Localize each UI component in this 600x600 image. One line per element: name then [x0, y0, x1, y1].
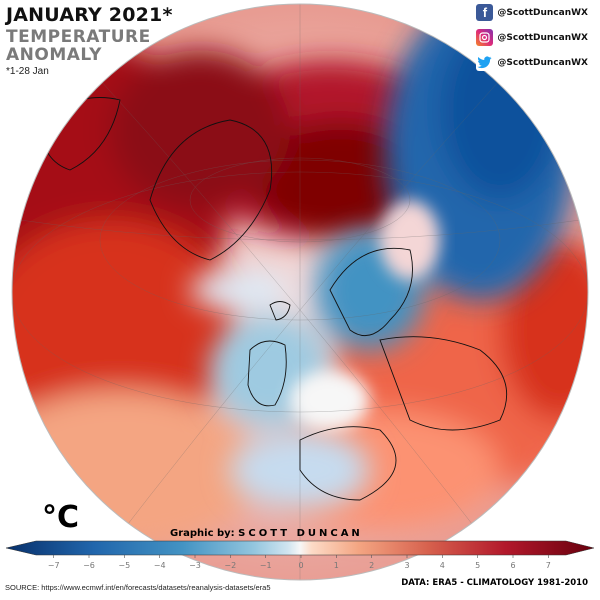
colorbar-tick-label: −4	[154, 561, 166, 570]
colorbar-tick-label: −2	[224, 561, 236, 570]
colorbar-tick-label: 3	[404, 561, 409, 570]
source-text: SOURCE: https://www.ecmwf.int/en/forecas…	[5, 583, 271, 592]
colorbar-tick-label: 4	[440, 561, 445, 570]
twitter-icon	[476, 54, 494, 71]
facebook-icon: f	[476, 4, 494, 21]
date-range-note: *1-28 Jan	[6, 66, 49, 77]
instagram-link[interactable]: @ScottDuncanWX	[476, 29, 588, 46]
credit-prefix: Graphic by:	[170, 528, 235, 539]
facebook-link[interactable]: f @ScottDuncanWX	[476, 4, 588, 21]
colorbar-tick-label: −1	[260, 561, 272, 570]
colorbar-tick-label: −6	[83, 561, 95, 570]
subtitle-line-1: TEMPERATURE	[6, 27, 151, 47]
instagram-handle: @ScottDuncanWX	[497, 32, 588, 43]
colorbar-tick-label: −3	[189, 561, 201, 570]
unit-label: °C	[42, 500, 80, 535]
colorbar-tick-label: 2	[369, 561, 374, 570]
map-subtitle: TEMPERATURE ANOMALY	[6, 28, 151, 64]
facebook-handle: @ScottDuncanWX	[497, 7, 588, 18]
map-title: JANUARY 2021*	[6, 4, 173, 26]
colorbar-tick-label: 0	[298, 561, 303, 570]
instagram-icon	[476, 29, 494, 46]
credit-name: SCOTT DUNCAN	[238, 528, 363, 539]
data-credit: DATA: ERA5 - CLIMATOLOGY 1981-2010	[401, 578, 588, 588]
colorbar-tick-label: −5	[118, 561, 130, 570]
colorbar-tick-label: 5	[475, 561, 480, 570]
colorbar-bar	[5, 540, 595, 556]
colorbar-tick-label: 6	[510, 561, 515, 570]
colorbar-tick-label: −7	[48, 561, 60, 570]
graphic-credit: Graphic by: SCOTT DUNCAN	[170, 528, 363, 539]
twitter-handle: @ScottDuncanWX	[497, 57, 588, 68]
subtitle-line-2: ANOMALY	[6, 45, 102, 65]
colorbar-tick-label: 1	[334, 561, 339, 570]
colorbar: −7 −6 −5 −4 −3 −2 −1 0 1 2 3 4 5 6 7	[5, 540, 595, 570]
twitter-link[interactable]: @ScottDuncanWX	[476, 54, 588, 71]
colorbar-tick-label: 7	[546, 561, 551, 570]
colorbar-ticks: −7 −6 −5 −4 −3 −2 −1 0 1 2 3 4 5 6 7	[48, 555, 551, 570]
